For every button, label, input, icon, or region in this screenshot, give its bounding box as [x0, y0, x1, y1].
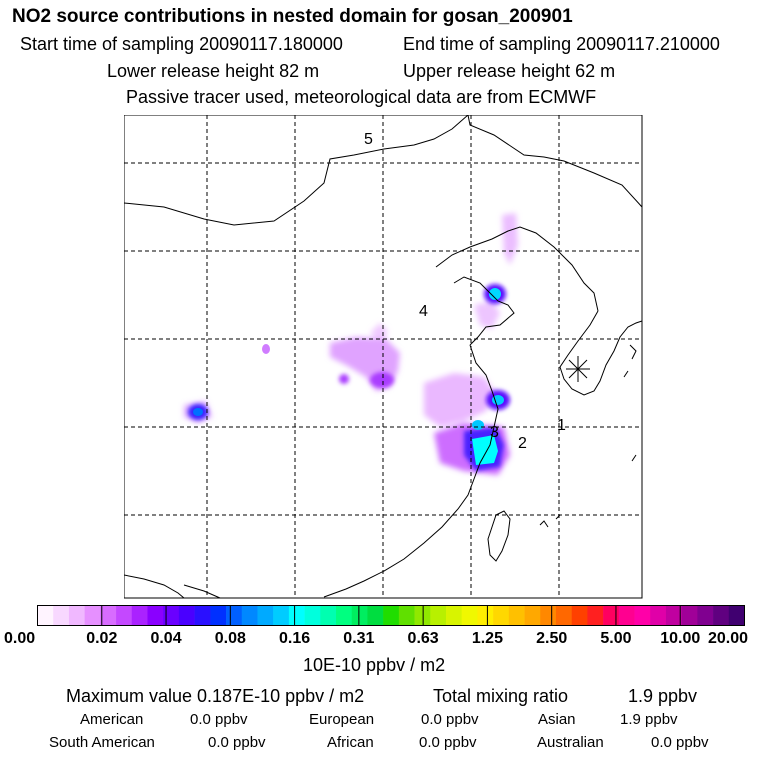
- colorbar-cell: [226, 605, 243, 626]
- colorbar-tick-label: 1.25: [471, 630, 503, 647]
- colorbar-tick-label: 0.63: [407, 630, 439, 647]
- colorbar-cell: [163, 605, 180, 626]
- colorbar-cell: [178, 605, 195, 626]
- colorbar-cell: [398, 605, 415, 626]
- region-australian-name: Australian: [537, 734, 604, 751]
- colorbar-cell: [147, 605, 164, 626]
- max-value-label: Maximum value 0.187E-10 ppbv / m2: [66, 686, 365, 706]
- region-south-american-name: South American: [49, 734, 155, 751]
- colorbar-cell: [273, 605, 290, 626]
- region-south-american-value: 0.0 ppbv: [208, 734, 266, 751]
- region-african-name: African: [327, 734, 374, 751]
- colorbar-cell: [634, 605, 651, 626]
- concentration-field: [184, 213, 518, 475]
- colorbar-cell: [210, 605, 227, 626]
- colorbar-cell: [257, 605, 274, 626]
- colorbar-cell: [351, 605, 368, 626]
- region-label-2: 2: [518, 435, 527, 452]
- colorbar-cell: [461, 605, 478, 626]
- region-label-3: 3: [490, 424, 499, 441]
- colorbar-cell: [603, 605, 620, 626]
- colorbar-tick-label: 0.08: [214, 630, 246, 647]
- upper-release-label: Upper release height 62 m: [403, 61, 616, 81]
- total-mixing-ratio-label: Total mixing ratio: [433, 686, 569, 706]
- colorbar-cell: [320, 605, 337, 626]
- colorbar-cell: [665, 605, 682, 626]
- colorbar-cell: [131, 605, 148, 626]
- colorbar-cell: [571, 605, 588, 626]
- colorbar-cell: [728, 605, 745, 626]
- colorbar-cell: [587, 605, 604, 626]
- colorbar-cell: [68, 605, 85, 626]
- colorbar-cell: [367, 605, 384, 626]
- region-american-value: 0.0 ppbv: [190, 711, 248, 728]
- region-european-value: 0.0 ppbv: [421, 711, 479, 728]
- receptor-star-icon: [566, 356, 590, 382]
- colorbar-cell: [697, 605, 714, 626]
- colorbar-cell: [430, 605, 447, 626]
- region-label-5: 5: [364, 131, 373, 148]
- colorbar-cell: [540, 605, 557, 626]
- region-american-name: American: [80, 711, 144, 728]
- colorbar-cell: [37, 605, 54, 626]
- colorbar-cell: [194, 605, 211, 626]
- start-time-label: Start time of sampling 20090117.180000: [20, 34, 343, 54]
- colorbar-tick-label: 20.00: [708, 630, 749, 647]
- colorbar-cell: [414, 605, 431, 626]
- region-asian-name: Asian: [538, 711, 576, 728]
- colorbar-tick-label: 0.31: [343, 630, 375, 647]
- colorbar-cell: [508, 605, 525, 626]
- colorbar-cell: [524, 605, 541, 626]
- colorbar-cell: [618, 605, 635, 626]
- colorbar-tick-label: 0.04: [150, 630, 182, 647]
- map-panel: 5 4 3 2 1: [124, 115, 643, 599]
- colorbar-cell: [241, 605, 258, 626]
- lower-release-label: Lower release height 82 m: [107, 61, 320, 81]
- colorbar-cell: [477, 605, 494, 626]
- colorbar-cell: [650, 605, 667, 626]
- colorbar-tick-label: 0.02: [86, 630, 118, 647]
- end-time-label: End time of sampling 20090117.210000: [403, 34, 720, 54]
- colorbar-cell: [304, 605, 321, 626]
- colorbar-cell: [84, 605, 101, 626]
- lat-lon-grid: [124, 115, 642, 598]
- colorbar-cell: [336, 605, 353, 626]
- region-european-name: European: [309, 711, 375, 728]
- colorbar-cell: [713, 605, 730, 626]
- colorbar-cell: [100, 605, 117, 626]
- colorbar-tick-label: 5.00: [600, 630, 632, 647]
- colorbar-tick-label: 2.50: [536, 630, 568, 647]
- colorbar-cell: [53, 605, 70, 626]
- region-african-value: 0.0 ppbv: [419, 734, 477, 751]
- colorbar-tick-label: 0.00: [4, 630, 36, 647]
- plot-title: NO2 source contributions in nested domai…: [12, 6, 573, 27]
- colorbar-tick-label: 10.00: [660, 630, 701, 647]
- colorbar-cell: [383, 605, 400, 626]
- colorbar-cell: [116, 605, 133, 626]
- tracer-note: Passive tracer used, meteorological data…: [126, 87, 597, 107]
- total-mixing-ratio-value: 1.9 ppbv: [628, 686, 698, 706]
- region-label-4: 4: [419, 303, 428, 320]
- colorbar: [37, 605, 745, 626]
- region-label-1: 1: [557, 417, 566, 434]
- colorbar-cell: [681, 605, 698, 626]
- colorbar-cell: [493, 605, 510, 626]
- colorbar-cell: [555, 605, 572, 626]
- region-asian-value: 1.9 ppbv: [620, 711, 678, 728]
- colorbar-cell: [288, 605, 305, 626]
- region-australian-value: 0.0 ppbv: [651, 734, 709, 751]
- colorbar-cell: [445, 605, 462, 626]
- colorbar-tick-label: 0.16: [279, 630, 311, 647]
- colorbar-units: 10E-10 ppbv / m2: [303, 655, 446, 675]
